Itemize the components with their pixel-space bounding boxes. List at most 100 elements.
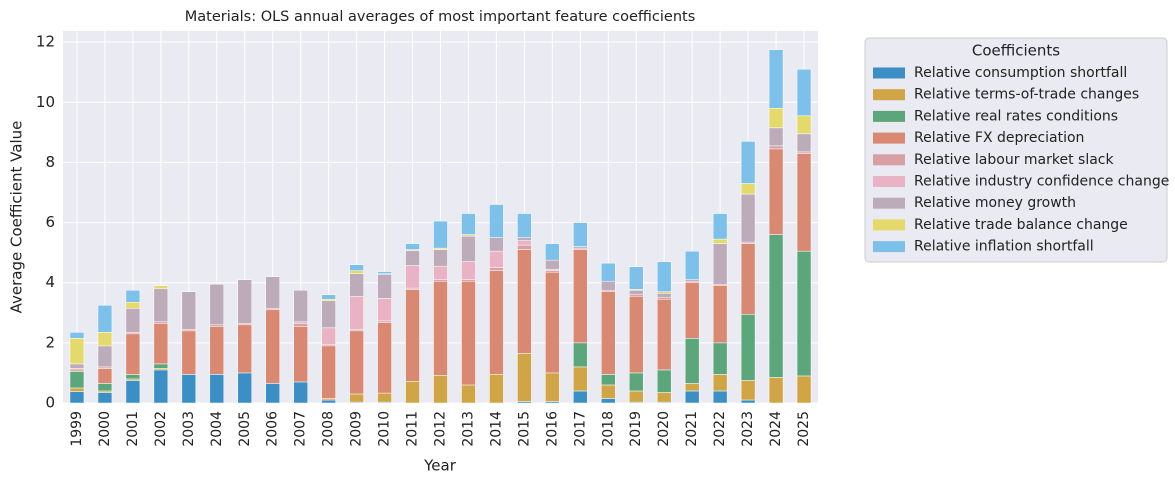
x-tick-label: 2008	[321, 411, 337, 447]
bar-segment	[573, 342, 588, 368]
bar-segment	[69, 332, 85, 339]
bar-segment	[349, 330, 364, 395]
bar-segment	[125, 333, 141, 375]
bar-segment	[461, 280, 476, 386]
bar-segment	[489, 204, 504, 238]
x-tick-label: 2001	[125, 411, 141, 447]
bar-segment	[768, 148, 784, 235]
bar-segment	[573, 222, 588, 247]
legend-label: Relative consumption shortfall	[914, 65, 1127, 81]
x-tick-label: 2018	[600, 411, 616, 447]
x-tick-label: 2003	[181, 411, 197, 447]
bar-segment	[712, 374, 728, 392]
bar-segment	[629, 266, 644, 290]
bar-segment	[517, 244, 532, 250]
bar-segment	[712, 342, 728, 375]
bar-segment	[740, 141, 756, 184]
bar-segment	[293, 323, 308, 327]
bar-segment	[545, 372, 560, 402]
x-tick-label: 2011	[405, 411, 421, 447]
bar-segment	[125, 308, 141, 333]
bar-segment	[321, 399, 336, 404]
legend-swatch	[873, 219, 905, 231]
bar-segment	[377, 322, 392, 394]
bar-segment	[125, 374, 141, 380]
bar-segment	[740, 183, 756, 195]
bar-segment	[181, 330, 197, 375]
bar-segment	[601, 262, 616, 282]
bar-segment	[712, 213, 728, 240]
y-axis-label: Average Coefficient Value	[8, 121, 26, 314]
x-tick-label: 2010	[377, 411, 393, 447]
bar-segment	[601, 374, 616, 386]
bar-segment	[517, 213, 532, 238]
bar-segment	[517, 353, 532, 402]
bar-segment	[489, 250, 504, 268]
y-tick-label: 2	[45, 333, 55, 351]
bar-segment	[377, 298, 392, 322]
x-tick-label: 2025	[796, 411, 812, 447]
legend-label: Relative industry confidence change	[914, 174, 1169, 190]
bar-segment	[629, 372, 644, 392]
bar-segment	[97, 368, 113, 384]
bar-segment	[321, 345, 336, 399]
bar-segment	[265, 309, 280, 384]
bar-segment	[629, 289, 644, 295]
y-tick-label: 0	[45, 394, 55, 412]
x-tick-label: 2006	[265, 411, 281, 447]
bar-segment	[209, 283, 225, 326]
bar-segment	[433, 249, 448, 267]
x-tick-label: 2007	[293, 411, 309, 447]
bar-segment	[69, 371, 85, 389]
bar-segment	[433, 375, 448, 404]
bar-segment	[768, 145, 784, 150]
bar-segment	[656, 369, 672, 393]
bar-segment	[684, 383, 700, 392]
bar-segment	[377, 392, 392, 403]
bar-segment	[265, 276, 280, 309]
bar-segment	[545, 271, 560, 374]
x-tick-label: 2024	[768, 411, 784, 447]
bar-segment	[489, 267, 504, 271]
bar-segment	[237, 324, 253, 374]
x-tick-label: 2002	[153, 411, 169, 447]
bar-segment	[796, 115, 812, 135]
bar-segment	[349, 273, 364, 297]
x-axis-label: Year	[423, 457, 457, 475]
bar-segment	[237, 279, 253, 324]
bar-segment	[293, 326, 308, 383]
x-tick-label: 2020	[656, 411, 672, 447]
bar-segment	[97, 305, 113, 333]
bar-segment	[97, 332, 113, 347]
x-tick-label: 2005	[237, 411, 253, 447]
bar-segment	[349, 295, 364, 330]
bar-segment	[656, 392, 672, 403]
bar-segment	[405, 265, 420, 289]
bar-segment	[740, 399, 756, 404]
bar-segment	[712, 238, 728, 244]
bar-segment	[237, 372, 253, 404]
bar-segment	[768, 108, 784, 129]
bar-segment	[629, 390, 644, 403]
bar-segment	[656, 261, 672, 292]
bar-segment	[293, 381, 308, 404]
bar-segment	[377, 274, 392, 299]
x-tick-label: 2023	[740, 411, 756, 447]
x-tick-label: 2022	[712, 411, 728, 447]
bar-segment	[153, 363, 169, 369]
bar-segment	[629, 295, 644, 374]
bar-segment	[740, 193, 756, 243]
bar-segment	[573, 390, 588, 404]
bar-segment	[796, 250, 812, 377]
bar-segment	[712, 390, 728, 404]
legend-swatch	[873, 197, 905, 209]
bar-segment	[209, 374, 225, 404]
bar-segment	[740, 380, 756, 401]
bar-segment	[97, 383, 113, 392]
x-tick-label: 2015	[516, 411, 532, 447]
legend-box	[864, 37, 1168, 263]
bar-segment	[321, 327, 336, 345]
bar-segment	[461, 384, 476, 404]
bar-segment	[153, 323, 169, 365]
